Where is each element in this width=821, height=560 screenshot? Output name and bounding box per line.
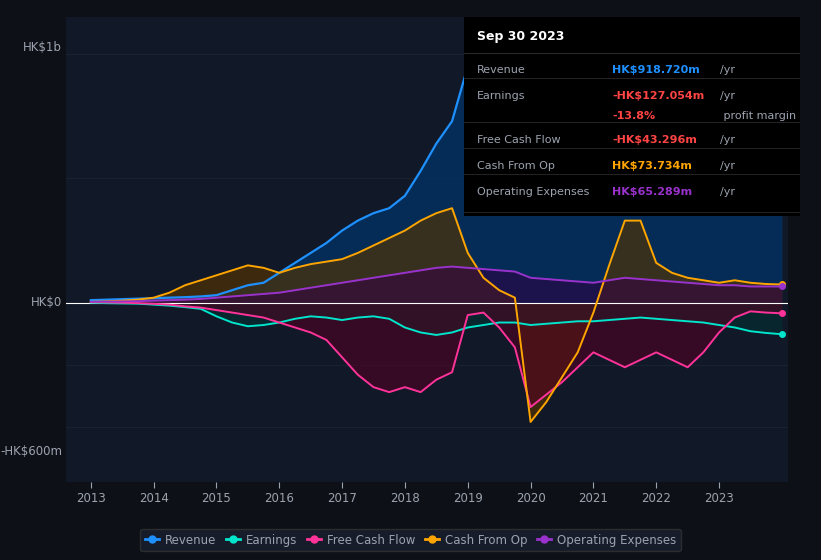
Text: Cash From Op: Cash From Op	[477, 161, 555, 171]
Text: Operating Expenses: Operating Expenses	[477, 186, 589, 197]
Text: /yr: /yr	[720, 135, 735, 145]
Text: HK$1b: HK$1b	[23, 41, 62, 54]
Text: HK$73.734m: HK$73.734m	[612, 161, 692, 171]
Text: HK$65.289m: HK$65.289m	[612, 186, 692, 197]
Text: /yr: /yr	[720, 91, 735, 101]
Legend: Revenue, Earnings, Free Cash Flow, Cash From Op, Operating Expenses: Revenue, Earnings, Free Cash Flow, Cash …	[140, 529, 681, 551]
Text: Revenue: Revenue	[477, 66, 526, 76]
Text: -13.8%: -13.8%	[612, 111, 655, 121]
Text: /yr: /yr	[720, 161, 735, 171]
Text: HK$0: HK$0	[31, 296, 62, 309]
Text: -HK$43.296m: -HK$43.296m	[612, 135, 697, 145]
Text: /yr: /yr	[720, 186, 735, 197]
Text: -HK$600m: -HK$600m	[0, 445, 62, 458]
Text: HK$918.720m: HK$918.720m	[612, 66, 699, 76]
Text: Earnings: Earnings	[477, 91, 525, 101]
Text: profit margin: profit margin	[720, 111, 796, 121]
Text: Sep 30 2023: Sep 30 2023	[477, 30, 565, 43]
Text: Free Cash Flow: Free Cash Flow	[477, 135, 561, 145]
Text: /yr: /yr	[720, 66, 735, 76]
Text: -HK$127.054m: -HK$127.054m	[612, 91, 704, 101]
